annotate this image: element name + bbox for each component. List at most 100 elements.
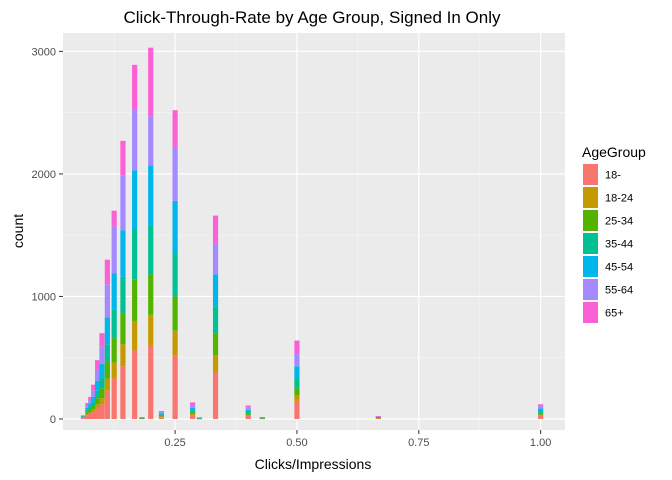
bar-segment [259, 417, 265, 418]
bar-segment [80, 417, 87, 418]
bar-segment [132, 64, 138, 109]
y-tick-label: 2000 [32, 169, 56, 181]
bar-segment [245, 415, 251, 419]
bar-segment [99, 388, 105, 399]
bar-segment [85, 414, 91, 416]
bar-segment [139, 417, 145, 418]
bar-segment [190, 407, 196, 411]
bar-segment [294, 340, 300, 355]
bar-segment [80, 416, 87, 417]
plot-panel [63, 33, 565, 430]
bar-segment [212, 372, 219, 419]
bar-segment [212, 333, 219, 356]
bar-segment [538, 415, 544, 419]
bar-segment [212, 355, 219, 373]
grid-major [63, 33, 565, 430]
bar-segment [99, 404, 105, 419]
bar-segment [104, 361, 110, 379]
legend-key-swatch [582, 255, 599, 278]
legend-label: 25-34 [605, 216, 633, 228]
bar-segment [104, 284, 110, 318]
bar-segment [111, 362, 117, 379]
y-tick-label: 1000 [32, 291, 56, 303]
bar-segment [375, 416, 381, 417]
legend-key-swatch [582, 209, 599, 232]
bar-segment [190, 414, 196, 416]
bar-segment [120, 140, 126, 176]
bar-segment [95, 407, 101, 419]
bar-segment [88, 409, 94, 413]
bar-segment [85, 412, 91, 415]
bar-segment [172, 110, 178, 147]
chart-title: Click-Through-Rate by Age Group, Signed … [123, 8, 501, 27]
bar-segment [88, 407, 94, 410]
bar-segment [245, 413, 251, 415]
bar-segment [95, 404, 101, 408]
bar-segment [85, 410, 91, 413]
y-axis-ticks: 0 1000 2000 3000 [32, 46, 63, 426]
bar-segment [88, 412, 94, 415]
bar-segment [132, 229, 138, 280]
bar-segment [245, 414, 251, 416]
bar-segment [172, 296, 178, 331]
bar-segment [85, 415, 91, 419]
bar-segment [91, 384, 97, 391]
bar-segment [99, 346, 105, 364]
bar-segment [245, 407, 251, 410]
bar-segment [99, 377, 105, 389]
bar-segment [148, 116, 154, 166]
legend-label: 18-24 [605, 193, 633, 205]
legend-label: 45-54 [605, 262, 633, 274]
bar-segment [158, 416, 165, 418]
bar-segment [91, 390, 97, 397]
bar-segment [538, 406, 544, 409]
bar-segment [294, 378, 300, 389]
bar-segment [88, 403, 94, 408]
legend-label: 65+ [605, 308, 624, 320]
bar-segment [190, 410, 196, 413]
bar-segment [111, 226, 117, 274]
grid-minor [63, 33, 565, 430]
bar-segment [80, 415, 87, 417]
bar-segment [111, 273, 117, 310]
bar-segment [538, 412, 544, 415]
bar-segment [212, 274, 219, 307]
bar-segment [294, 395, 300, 402]
bar-segment [190, 405, 196, 408]
bar-segment [111, 210, 117, 227]
bar-segment [132, 350, 138, 419]
bar-segment [245, 409, 251, 412]
bar-segment [111, 378, 117, 419]
bars [80, 47, 544, 420]
legend-key-swatch [582, 186, 599, 209]
bar-segment [99, 363, 105, 378]
bar-segment [190, 415, 196, 419]
bar-segment [95, 390, 101, 399]
x-axis-title: Clicks/Impressions [255, 456, 372, 472]
x-tick-label: 0.50 [286, 437, 307, 449]
y-axis-title: count [10, 214, 26, 248]
bar-segment [104, 259, 110, 285]
bar-segment [91, 405, 97, 410]
bar-segment [120, 344, 126, 367]
bar-segment [88, 396, 94, 400]
x-tick-label: 0.25 [164, 437, 185, 449]
bar-segment [132, 108, 138, 171]
bar-segment [111, 338, 117, 363]
bar-segment [294, 354, 300, 367]
bar-segment [172, 253, 178, 297]
bar-segment [148, 274, 154, 315]
bar-segment [132, 170, 138, 230]
y-tick-label: 3000 [32, 46, 56, 58]
bar-segment [104, 390, 110, 419]
bar-segment [80, 416, 87, 418]
bar-segment [196, 417, 203, 418]
bar-segment [375, 418, 381, 419]
bar-segment [85, 403, 91, 406]
bar-segment [80, 417, 87, 419]
bar-segment [375, 416, 381, 417]
bar-segment [158, 413, 165, 415]
bar-segment [158, 411, 165, 412]
bar-segment [91, 411, 97, 419]
legend-key-swatch [582, 301, 599, 324]
